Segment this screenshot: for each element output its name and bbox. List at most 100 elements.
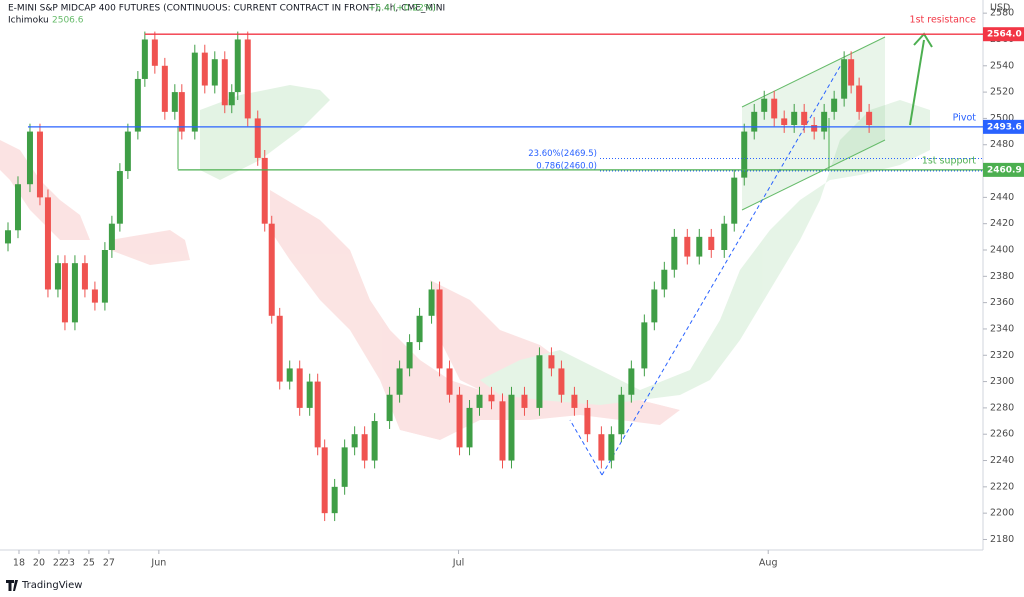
candle-body <box>124 131 131 172</box>
candle-body <box>108 223 115 250</box>
y-tick-label: 2540 <box>990 60 1014 71</box>
candle-body <box>416 315 423 343</box>
candle-body <box>351 434 358 448</box>
candle-body <box>628 368 635 395</box>
price-tag-label: 2460.9 <box>987 165 1022 175</box>
y-tick-label: 2400 <box>990 245 1014 256</box>
brand: TradingView <box>21 580 82 591</box>
candle-body <box>466 407 473 448</box>
candle-body <box>178 92 185 132</box>
y-tick-label: 2440 <box>990 192 1014 203</box>
candle-body <box>476 394 483 408</box>
candle-body <box>268 223 275 316</box>
candle-body <box>618 394 625 435</box>
y-tick-label: 2500 <box>990 113 1014 124</box>
candle-body <box>558 368 565 395</box>
candle-body <box>608 434 615 461</box>
candle-body <box>684 236 691 257</box>
candle-body <box>211 59 218 86</box>
candle-body <box>641 322 648 369</box>
ichimoku-cloud <box>0 85 930 440</box>
x-tick-label: Jun <box>150 558 166 569</box>
candle-body <box>61 263 68 323</box>
candle-body <box>811 125 818 132</box>
price-tag <box>983 162 1024 177</box>
candle-body <box>671 236 678 270</box>
candle-body <box>14 184 21 231</box>
candle-body <box>488 394 495 402</box>
price-change: +5.4 (+0.22%) <box>368 4 436 14</box>
x-tick-label: 25 <box>83 558 95 569</box>
candle-body <box>761 98 768 112</box>
y-tick-label: 2280 <box>990 402 1014 413</box>
chart-title: E-MINI S&P MIDCAP 400 FUTURES (CONTINUOU… <box>8 4 445 14</box>
candle-body <box>201 52 208 86</box>
candle-body <box>254 118 261 158</box>
candle-body <box>276 315 283 382</box>
y-tick-label: 2240 <box>990 455 1014 466</box>
candle-body <box>221 59 228 106</box>
candle-body <box>741 131 748 178</box>
x-tick-label: 27 <box>103 558 115 569</box>
candle-body <box>26 131 33 185</box>
plot-area <box>4 31 873 522</box>
candle-body <box>499 401 506 461</box>
x-tick-label: 22 <box>53 558 65 569</box>
fib-label: 23.60%(2469.5) <box>528 149 597 159</box>
candle-body <box>866 111 873 125</box>
candle-body <box>54 263 61 290</box>
y-tick-label: 2580 <box>990 8 1014 19</box>
target-arrow <box>909 39 925 126</box>
channel-line <box>741 36 886 108</box>
y-tick-label: 2360 <box>990 297 1014 308</box>
candle-body <box>708 236 715 250</box>
candle-body <box>191 52 198 132</box>
candle-body <box>446 368 453 395</box>
candle-body <box>801 111 808 125</box>
candle-body <box>661 269 668 290</box>
y-tick-label: 2180 <box>990 534 1014 545</box>
candle-body <box>171 92 178 112</box>
candle-body <box>371 421 378 461</box>
candle-body <box>386 394 393 422</box>
candle-body <box>134 78 141 132</box>
channel-line <box>741 139 886 211</box>
x-tick-label: Aug <box>759 558 778 569</box>
candle-body <box>821 111 828 132</box>
currency: USD <box>990 3 1010 14</box>
y-tick-label: 2220 <box>990 481 1014 492</box>
candle-body <box>91 289 98 303</box>
candle-body <box>781 118 788 125</box>
candle-body <box>571 394 578 408</box>
candle-body <box>521 394 528 408</box>
candle-body <box>321 447 328 514</box>
candle-body <box>428 289 435 316</box>
candle-body <box>71 263 78 323</box>
candle-body <box>831 98 838 112</box>
candle-body <box>536 355 543 408</box>
y-tick-label: 2260 <box>990 429 1014 440</box>
candle-body <box>101 250 108 303</box>
level-label: Pivot <box>953 112 977 123</box>
x-tick-label: Jul <box>452 558 464 569</box>
price-tag-label: 2564.0 <box>987 30 1022 40</box>
candle-body <box>856 85 863 112</box>
indicator-name: Ichimoku <box>8 16 49 26</box>
candle-body <box>848 59 855 86</box>
candle-body <box>296 368 303 408</box>
candle-body <box>584 407 591 435</box>
header-bg <box>0 0 500 28</box>
candle-body <box>791 111 798 125</box>
candle-body <box>651 289 658 323</box>
candle-body <box>771 98 778 119</box>
candle-body <box>331 486 338 514</box>
x-tick-label: 23 <box>63 558 75 569</box>
y-tick-label: 2420 <box>990 218 1014 229</box>
y-tick-label: 2200 <box>990 508 1014 519</box>
candle-body <box>141 39 148 79</box>
candle-body <box>508 394 515 461</box>
candle-body <box>548 355 555 369</box>
candle-body <box>361 434 368 461</box>
candle-body <box>598 434 605 461</box>
